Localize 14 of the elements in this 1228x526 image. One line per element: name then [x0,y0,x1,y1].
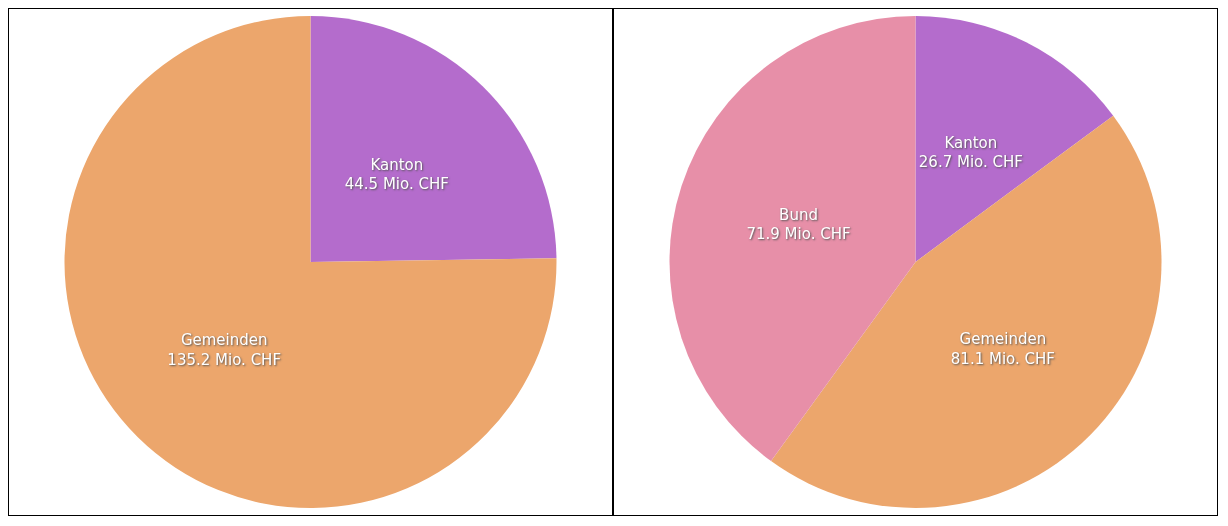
pie-slice [64,16,557,508]
data-label: 26.7 Mio. CHF [918,153,1023,172]
data-label: 81.1 Mio. CHF [950,349,1055,368]
pie-slice [310,16,557,262]
data-label: 135.2 Mio. CHF [167,350,281,369]
data-label: 44.5 Mio. CHF [344,175,449,194]
slice-label: Bund [779,205,818,224]
pie-slice [669,16,916,462]
pie-slice [915,16,1114,262]
slice-label: Kanton [944,133,998,152]
slice-label: Gemeinden [959,330,1047,349]
slice-label: Kanton [370,155,424,174]
data-label: 71.9 Mio. CHF [746,225,851,244]
slice-label: Gemeinden [180,331,268,350]
